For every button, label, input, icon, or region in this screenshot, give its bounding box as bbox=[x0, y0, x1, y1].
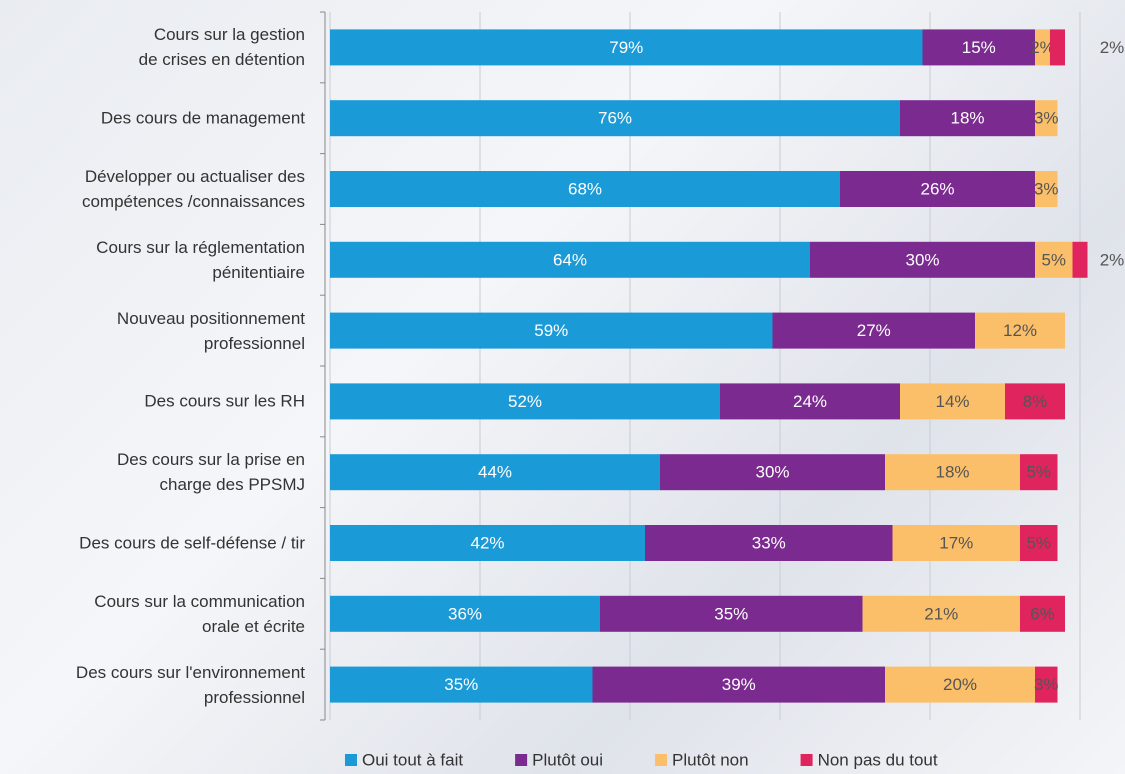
data-label: 5% bbox=[1026, 463, 1051, 482]
y-tick-label: Cours sur la gestion de crises en détent… bbox=[0, 22, 305, 72]
y-tick-label: Cours sur la communication orale et écri… bbox=[0, 589, 305, 639]
legend-label: Plutôt non bbox=[672, 750, 749, 769]
data-label: 6% bbox=[1030, 604, 1055, 623]
y-tick-label: Des cours sur l'environnement profession… bbox=[0, 660, 305, 710]
legend-swatch bbox=[801, 754, 813, 766]
data-label: 79% bbox=[609, 38, 643, 57]
bar-segment bbox=[1050, 29, 1065, 65]
y-tick-label: Développer ou actualiser des compétences… bbox=[0, 164, 305, 214]
data-label: 24% bbox=[793, 392, 827, 411]
data-label: 30% bbox=[755, 463, 789, 482]
y-tick-label: Des cours sur les RH bbox=[0, 389, 305, 414]
bar-segment bbox=[1073, 242, 1088, 278]
data-label: 8% bbox=[1023, 392, 1048, 411]
legend-swatch bbox=[345, 754, 357, 766]
data-label: 3% bbox=[1034, 675, 1059, 694]
data-label: 18% bbox=[935, 463, 969, 482]
data-label: 5% bbox=[1041, 250, 1066, 269]
data-label: 68% bbox=[568, 179, 602, 198]
data-label: 59% bbox=[534, 321, 568, 340]
data-label: 52% bbox=[508, 392, 542, 411]
data-label: 76% bbox=[598, 109, 632, 128]
data-label: 33% bbox=[752, 533, 786, 552]
legend-label: Plutôt oui bbox=[532, 750, 603, 769]
data-label: 39% bbox=[722, 675, 756, 694]
y-tick-label: Cours sur la réglementation pénitentiair… bbox=[0, 235, 305, 285]
data-label: 27% bbox=[857, 321, 891, 340]
data-label: 3% bbox=[1034, 179, 1059, 198]
data-label: 2% bbox=[1100, 250, 1125, 269]
data-label: 35% bbox=[444, 675, 478, 694]
data-label: 64% bbox=[553, 250, 587, 269]
data-label: 26% bbox=[920, 179, 954, 198]
data-label: 18% bbox=[950, 109, 984, 128]
data-label: 20% bbox=[943, 675, 977, 694]
legend-swatch bbox=[655, 754, 667, 766]
data-label: 15% bbox=[962, 38, 996, 57]
y-tick-label: Des cours de self-défense / tir bbox=[0, 531, 305, 556]
legend-label: Non pas du tout bbox=[818, 750, 938, 769]
data-label: 2% bbox=[1100, 38, 1125, 57]
chart-area: 79%15%2%2%76%18%3%68%26%3%64%30%5%2%59%2… bbox=[0, 0, 1125, 774]
data-label: 21% bbox=[924, 604, 958, 623]
data-label: 12% bbox=[1003, 321, 1037, 340]
data-label: 36% bbox=[448, 604, 482, 623]
y-tick-label: Nouveau positionnement professionnel bbox=[0, 306, 305, 356]
legend-label: Oui tout à fait bbox=[362, 750, 463, 769]
y-tick-label: Des cours de management bbox=[0, 106, 305, 131]
legend-swatch bbox=[515, 754, 527, 766]
data-label: 14% bbox=[935, 392, 969, 411]
data-label: 5% bbox=[1026, 533, 1051, 552]
data-label: 3% bbox=[1034, 109, 1059, 128]
data-label: 35% bbox=[714, 604, 748, 623]
data-label: 42% bbox=[470, 533, 504, 552]
data-label: 44% bbox=[478, 463, 512, 482]
y-tick-label: Des cours sur la prise en charge des PPS… bbox=[0, 447, 305, 497]
data-label: 30% bbox=[905, 250, 939, 269]
data-label: 17% bbox=[939, 533, 973, 552]
